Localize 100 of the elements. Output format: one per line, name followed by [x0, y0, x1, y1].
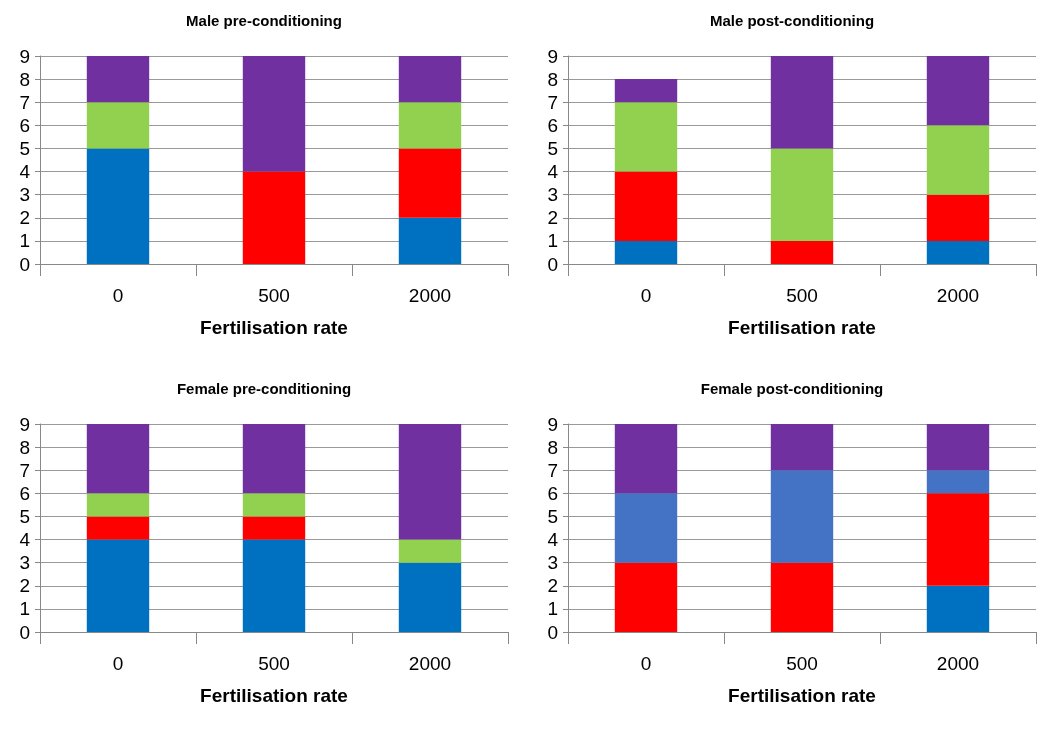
- y-tick-label: 5: [19, 505, 30, 527]
- y-tick-label: 8: [547, 436, 558, 458]
- y-tick-label: 5: [547, 137, 558, 159]
- x-tick-label: 0: [640, 285, 652, 306]
- bar: [242, 56, 306, 172]
- chart-title: Male post-conditioning: [709, 12, 875, 29]
- bar: [242, 493, 306, 517]
- y-tick-label: 3: [547, 184, 558, 206]
- bar: [614, 493, 678, 563]
- bar: [614, 424, 678, 494]
- bar: [614, 171, 678, 241]
- bar: [770, 56, 834, 149]
- y-tick-label: 3: [19, 184, 30, 206]
- bar: [614, 240, 678, 264]
- y-tick-label: 5: [547, 505, 558, 527]
- bar: [398, 217, 462, 264]
- bar: [398, 102, 462, 149]
- x-axis-title: Fertilisation rate: [200, 317, 348, 338]
- y-tick-label: 7: [547, 91, 558, 113]
- chart-title: Female pre-conditioning: [176, 380, 352, 397]
- y-tick-label: 9: [19, 45, 30, 67]
- y-tick-label: 8: [19, 436, 30, 458]
- bar: [242, 539, 306, 632]
- y-tick-label: 6: [547, 114, 558, 136]
- x-tick-label: 0: [112, 653, 124, 674]
- x-tick-label: 2000: [936, 285, 980, 306]
- y-tick-label: 8: [547, 68, 558, 90]
- bar: [242, 424, 306, 494]
- x-tick-label: 500: [258, 285, 290, 306]
- bar: [614, 562, 678, 632]
- x-tick-label: 500: [786, 653, 818, 674]
- x-tick-label: 2000: [936, 653, 980, 674]
- y-tick-label: 4: [19, 161, 31, 183]
- y-tick-label: 7: [19, 459, 30, 481]
- bar: [86, 516, 150, 540]
- x-tick-label: 0: [640, 653, 652, 674]
- y-tick-label: 9: [547, 45, 558, 67]
- y-tick-label: 0: [547, 621, 558, 643]
- bar: [926, 424, 990, 471]
- y-tick-label: 0: [547, 253, 558, 275]
- bar: [926, 240, 990, 264]
- bar: [614, 102, 678, 172]
- bar: [926, 125, 990, 195]
- bar: [770, 148, 834, 241]
- bar: [86, 148, 150, 264]
- y-tick-label: 6: [547, 482, 558, 504]
- y-tick-label: 2: [547, 207, 558, 229]
- bar: [398, 562, 462, 632]
- bar: [86, 539, 150, 632]
- bar: [770, 424, 834, 471]
- x-tick-label: 2000: [408, 653, 452, 674]
- y-tick-label: 4: [547, 161, 559, 183]
- x-tick-label: 0: [112, 285, 124, 306]
- y-tick-label: 1: [547, 598, 558, 620]
- bar: [614, 79, 678, 103]
- x-axis-title: Fertilisation rate: [200, 685, 348, 706]
- bar: [242, 516, 306, 540]
- bar: [86, 424, 150, 494]
- bar: [242, 171, 306, 264]
- y-tick-label: 1: [19, 230, 30, 252]
- x-axis-title: Fertilisation rate: [728, 685, 876, 706]
- y-tick-label: 5: [19, 137, 30, 159]
- bar: [926, 585, 990, 632]
- bar: [926, 56, 990, 126]
- y-tick-label: 2: [19, 575, 30, 597]
- y-tick-label: 6: [19, 114, 30, 136]
- chart-title: Female post-conditioning: [700, 380, 884, 397]
- chart-title: Male pre-conditioning: [186, 12, 342, 29]
- y-tick-label: 8: [19, 68, 30, 90]
- bar: [926, 470, 990, 494]
- bar: [770, 562, 834, 632]
- y-tick-label: 3: [19, 552, 30, 574]
- x-axis-title: Fertilisation rate: [728, 317, 876, 338]
- y-tick-label: 2: [19, 207, 30, 229]
- bar: [926, 194, 990, 241]
- bar: [86, 493, 150, 517]
- x-tick-label: 500: [786, 285, 818, 306]
- y-tick-label: 1: [547, 230, 558, 252]
- y-tick-label: 1: [19, 598, 30, 620]
- bar: [770, 240, 834, 264]
- bar: [398, 539, 462, 563]
- bar: [770, 470, 834, 563]
- bar: [398, 56, 462, 103]
- y-tick-label: 7: [19, 91, 30, 113]
- y-tick-label: 3: [547, 552, 558, 574]
- y-tick-label: 4: [19, 529, 31, 551]
- x-tick-label: 2000: [408, 285, 452, 306]
- bar: [86, 102, 150, 149]
- x-tick-label: 500: [258, 653, 290, 674]
- y-tick-label: 2: [547, 575, 558, 597]
- y-tick-label: 9: [19, 413, 30, 435]
- y-tick-label: 0: [19, 253, 30, 275]
- y-tick-label: 6: [19, 482, 30, 504]
- y-tick-label: 4: [547, 529, 559, 551]
- y-tick-label: 9: [547, 413, 558, 435]
- y-tick-label: 0: [19, 621, 30, 643]
- bar: [398, 148, 462, 218]
- bar: [926, 493, 990, 586]
- bar: [86, 56, 150, 103]
- y-tick-label: 7: [547, 459, 558, 481]
